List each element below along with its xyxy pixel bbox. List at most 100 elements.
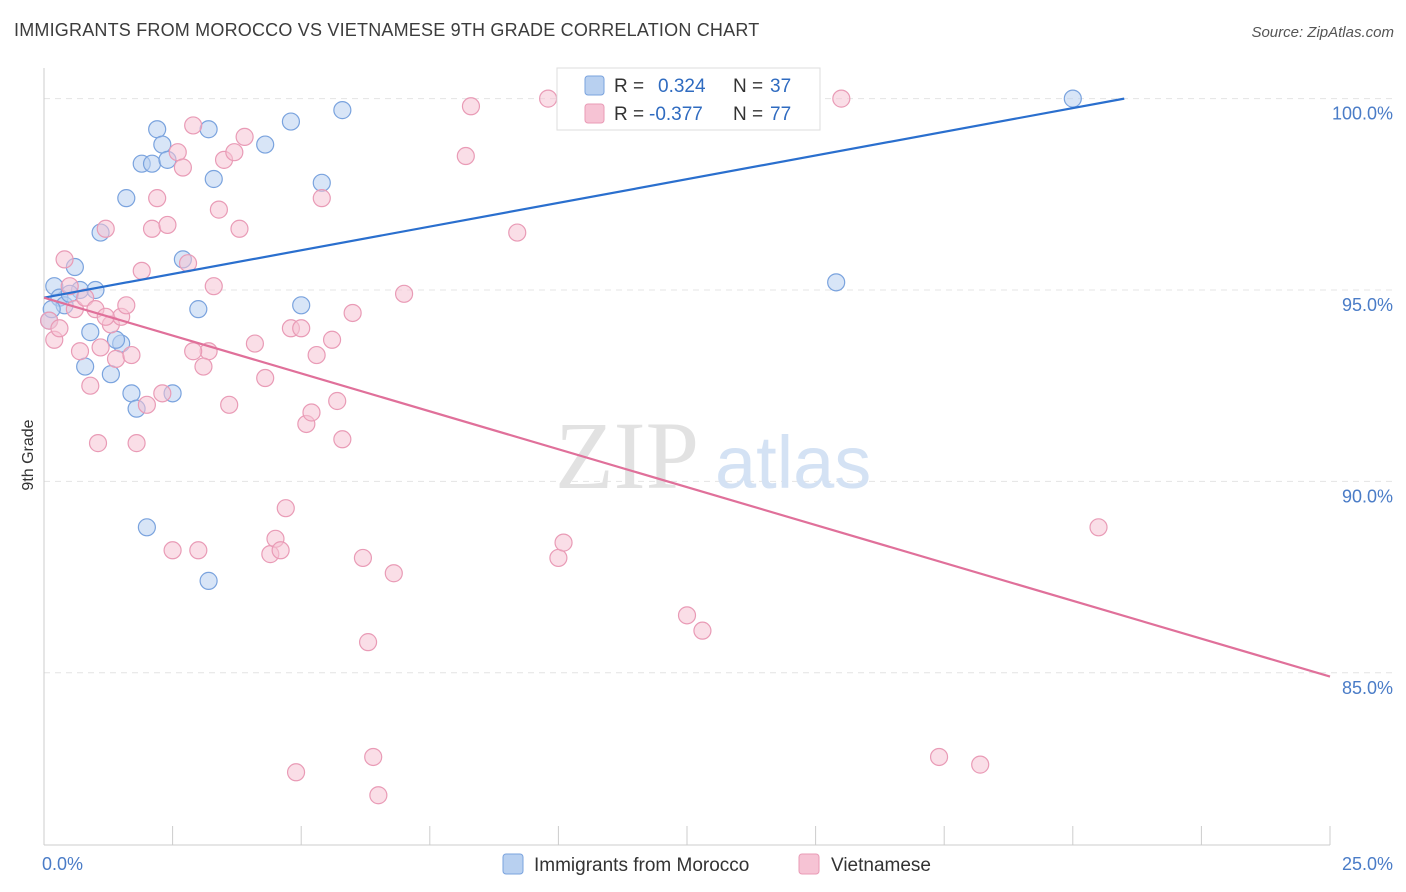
pink-data-point [1089, 518, 1108, 537]
bottom-legend-label-pink: Vietnamese [831, 855, 931, 876]
legend-r-label-2: R = [614, 104, 644, 125]
bottom-legend-swatch-pink [798, 853, 820, 875]
y-axis-title: 9th Grade [20, 419, 37, 490]
blue-data-point [1063, 89, 1082, 108]
trend-lines [43, 97, 1331, 678]
pink-data-point [322, 330, 342, 349]
blue-data-point [106, 330, 126, 349]
pink-data-point [384, 564, 403, 583]
pink-data-point [271, 541, 290, 560]
blue-data-point [312, 173, 331, 192]
pink-data-point [539, 89, 558, 108]
pink-data-point [158, 215, 177, 235]
pink-data-point [394, 284, 414, 303]
pink-data-point [677, 606, 697, 625]
legend-r-value-2: -0.377 [649, 104, 703, 125]
pink-data-point [127, 434, 146, 453]
blue-data-point [199, 120, 218, 139]
pink-data-point [461, 97, 481, 116]
pink-data-point [245, 334, 265, 353]
blue-data-point [827, 273, 846, 292]
pink-data-point [302, 403, 321, 422]
blue-data-point [117, 189, 136, 208]
pink-data-point [153, 384, 172, 403]
pink-data-point [549, 548, 568, 568]
blue-data-point [204, 169, 223, 189]
blue-data-point [256, 135, 275, 154]
data-points [40, 89, 1108, 805]
pink-data-point [148, 189, 167, 208]
pink-data-point [971, 755, 990, 774]
watermark: ZIP atlas [555, 402, 871, 509]
blue-data-point [199, 571, 218, 590]
pink-trend-line [43, 296, 1331, 678]
pink-data-point [60, 277, 79, 296]
pink-data-point [81, 376, 100, 395]
pink-data-point [184, 116, 203, 135]
pink-data-point [106, 349, 126, 368]
pink-data-point [184, 342, 203, 361]
pink-data-point [117, 296, 136, 315]
y-tick-label: 85.0% [1342, 678, 1393, 698]
blue-data-point [189, 300, 208, 319]
y-tick-label: 90.0% [1342, 486, 1393, 506]
legend-r-value-1: 0.324 [658, 76, 706, 97]
pink-data-point [204, 277, 223, 296]
pink-data-point [209, 200, 228, 219]
legend-n-value-2: 77 [770, 104, 791, 125]
bottom-legend: Immigrants from Morocco Vietnamese [502, 853, 931, 876]
bottom-legend-swatch-blue [502, 853, 524, 875]
blue-trend-line [43, 97, 1125, 299]
legend: R = 0.324 N = 37 R = -0.377 N = 77 [556, 67, 821, 131]
pink-data-point [328, 391, 347, 411]
blue-data-point [137, 518, 156, 537]
pink-data-point [307, 345, 326, 365]
pink-data-point [91, 338, 110, 357]
blue-data-point [142, 154, 162, 173]
pink-data-point [292, 319, 311, 338]
pink-data-point [929, 747, 949, 767]
legend-r-label-1: R = [614, 76, 644, 97]
legend-n-value-1: 37 [770, 76, 791, 97]
pink-data-point [194, 357, 213, 376]
pink-data-point [364, 747, 383, 767]
pink-data-point [88, 434, 108, 453]
pink-data-point [369, 786, 388, 805]
pink-data-point [70, 342, 90, 361]
x-tick-label-max: 25.0% [1342, 854, 1393, 874]
legend-n-label-2: N = [733, 104, 763, 125]
pink-data-point [456, 146, 475, 166]
pink-data-point [832, 89, 851, 108]
pink-data-point [554, 533, 573, 552]
blue-data-point [76, 357, 95, 376]
y-tick-label: 95.0% [1342, 295, 1393, 315]
legend-swatch-pink [584, 103, 605, 124]
pink-data-point [142, 219, 162, 238]
bottom-legend-label-blue: Immigrants from Morocco [534, 855, 749, 876]
pink-data-point [96, 219, 115, 238]
pink-data-point [286, 763, 306, 782]
chart-title: IMMIGRANTS FROM MOROCCO VS VIETNAMESE 9T… [14, 20, 760, 40]
pink-data-point [132, 261, 151, 280]
pink-data-point [256, 368, 275, 388]
blue-data-point [122, 384, 141, 403]
pink-data-point [163, 541, 182, 560]
x-tick-label-min: 0.0% [42, 854, 83, 874]
pink-data-point [173, 158, 192, 177]
blue-data-point [292, 296, 311, 315]
pink-data-point [230, 219, 249, 238]
legend-swatch-blue [584, 75, 605, 96]
pink-data-point [312, 189, 331, 208]
blue-data-point [281, 112, 301, 131]
pink-data-point [225, 143, 244, 162]
blue-data-point [333, 101, 352, 120]
y-tick-label: 100.0% [1332, 104, 1393, 124]
blue-data-point [148, 120, 167, 139]
blue-data-point [153, 135, 172, 154]
pink-data-point [122, 345, 141, 365]
pink-data-point [189, 541, 208, 560]
pink-data-point [276, 499, 295, 518]
pink-data-point [333, 430, 352, 449]
legend-n-label-1: N = [733, 76, 763, 97]
